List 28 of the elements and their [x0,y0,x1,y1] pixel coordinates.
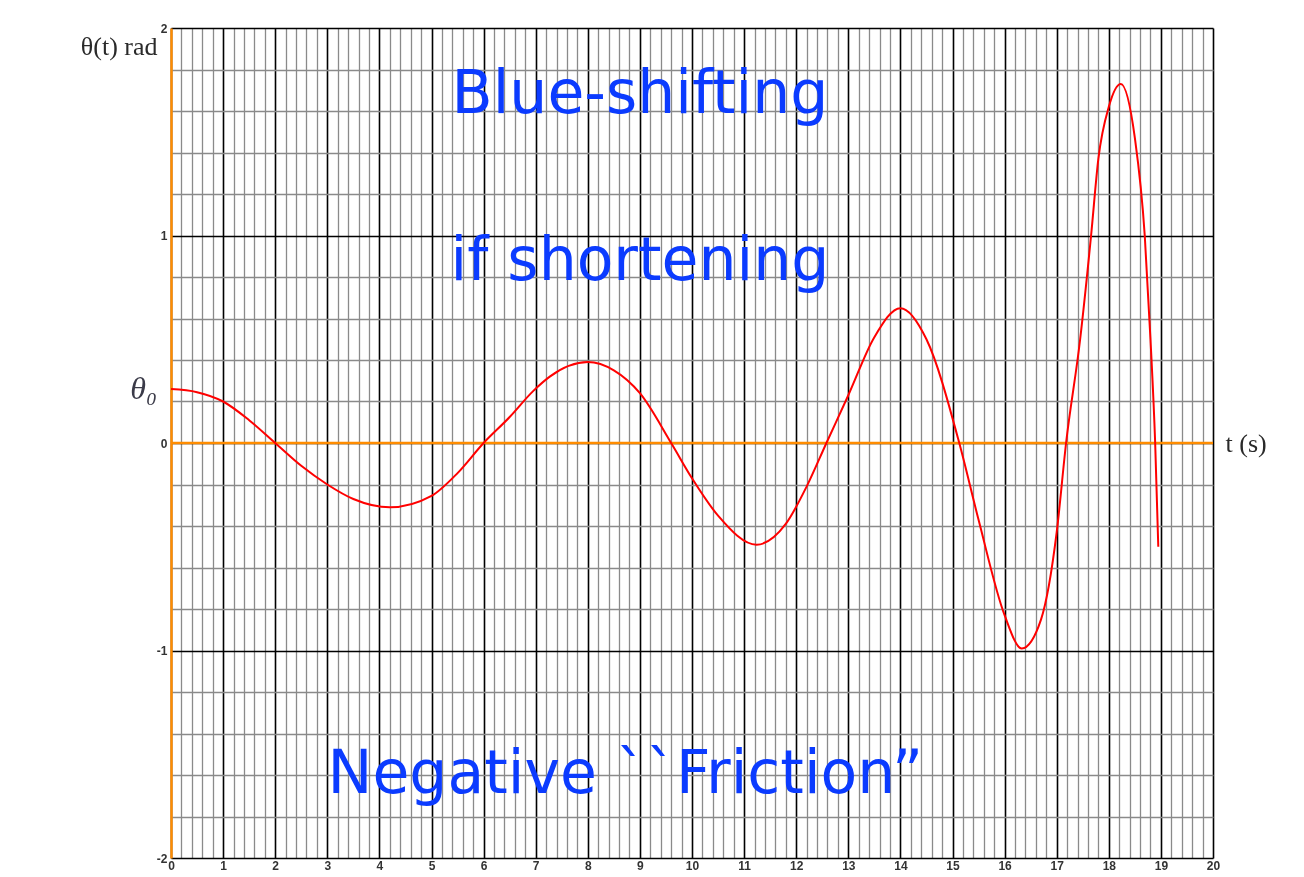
y-axis-title: θ(t) rad [80,31,158,61]
x-tick-label: 6 [480,858,488,873]
x-tick-label: 3 [324,858,332,873]
x-tick-label: 9 [637,858,645,873]
x-tick-label: 17 [1050,858,1065,873]
x-tick-label: 16 [998,858,1013,873]
y-tick-label: -2 [156,851,168,866]
x-tick-label: 18 [1102,858,1117,873]
x-tick-label: 13 [842,858,856,873]
x-tick-label: 4 [376,858,384,873]
x-tick-label: 7 [532,858,540,873]
x-tick-label: 10 [685,858,700,873]
x-axis-title: t (s) [1225,428,1267,458]
x-tick-label: 12 [790,858,804,873]
x-tick-label: 2 [272,858,280,873]
y-tick-label: 2 [160,21,168,36]
x-tick-label: 14 [894,858,908,873]
x-tick-label: 8 [584,858,592,873]
x-tick-label: 11 [738,858,752,873]
x-tick-label: 5 [428,858,436,873]
y-tick-label: 0 [160,436,168,451]
x-tick-label: 20 [1206,858,1221,873]
x-tick-label: 15 [946,858,960,873]
y-tick-label: 1 [160,229,168,243]
x-tick-label: 1 [220,858,228,873]
y-tick-label: -1 [156,644,168,658]
x-tick-label: 19 [1154,858,1169,873]
annotation: θ₀ [130,370,157,407]
